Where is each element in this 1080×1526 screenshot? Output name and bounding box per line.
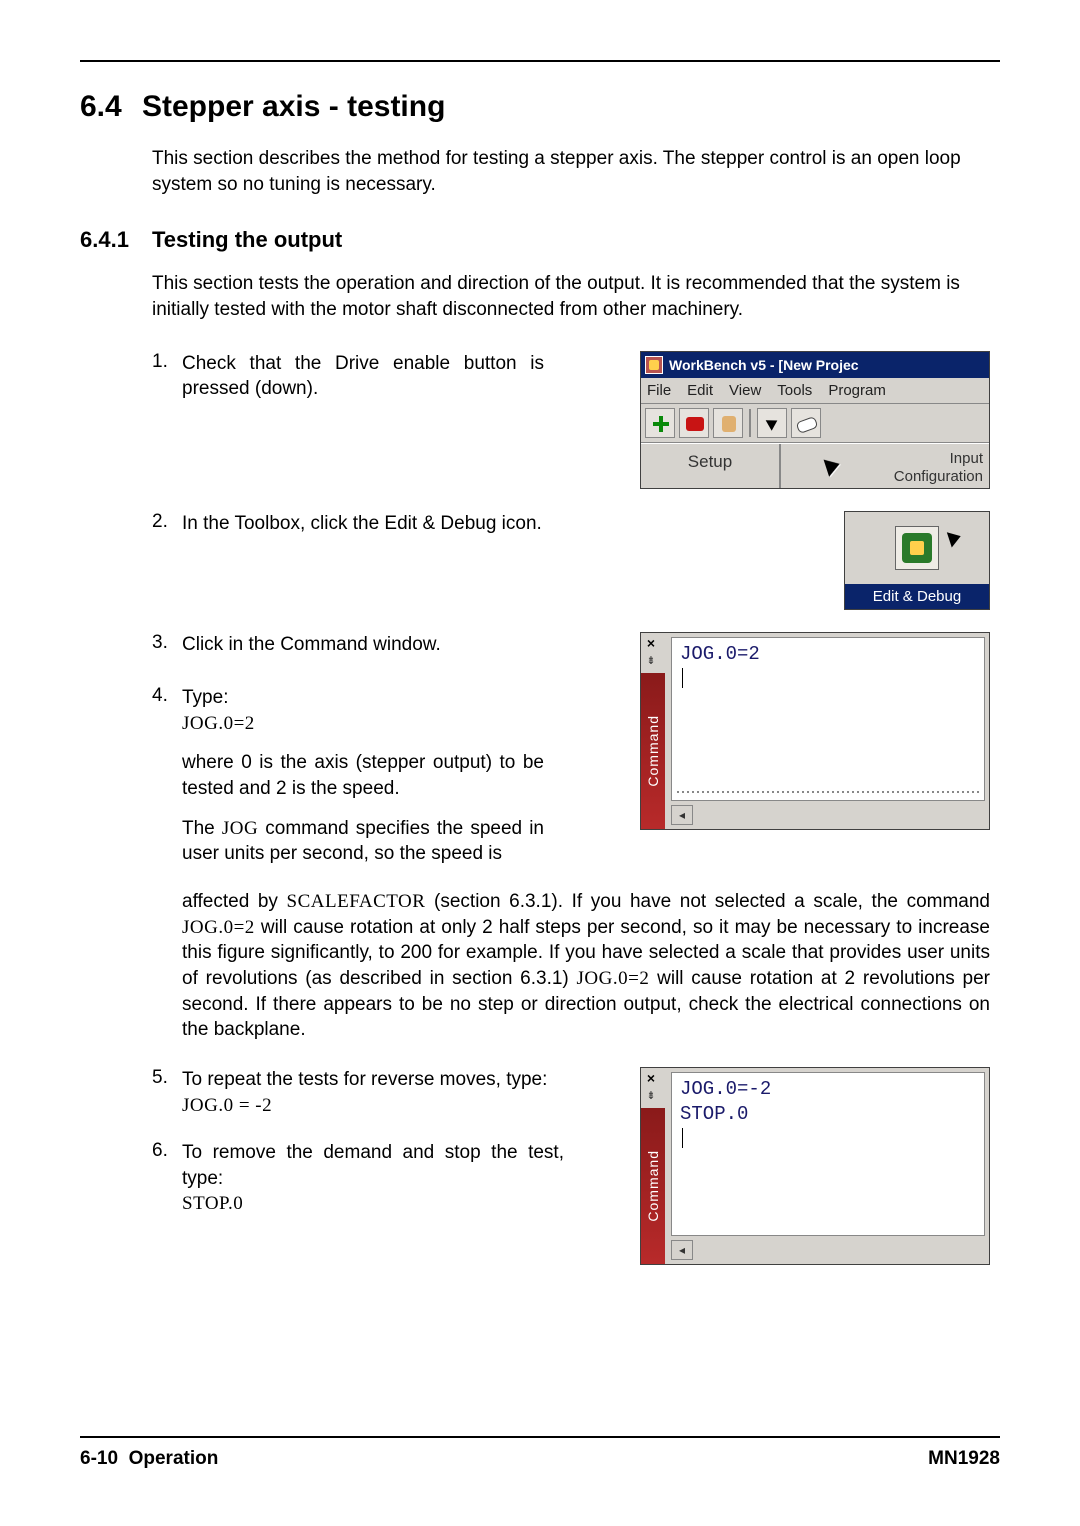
edit-debug-screenshot: Edit & Debug (844, 511, 990, 610)
step-number: 2. (152, 511, 182, 537)
command-window-1: × ⇟ Command JOG.0=2 ◂ (640, 632, 990, 830)
subsection-intro: This section tests the operation and dir… (152, 271, 990, 322)
menu-edit[interactable]: Edit (687, 382, 713, 399)
edit-debug-icon[interactable] (895, 526, 939, 570)
step-1-text: Check that the Drive enable button is pr… (182, 351, 562, 402)
text-caret (682, 1128, 683, 1148)
mouse-cursor-icon (826, 457, 840, 475)
footer-left: 6-10 Operation (80, 1448, 218, 1470)
step-5-6: 5. To repeat the tests for reverse moves… (152, 1067, 990, 1265)
workbench-toolbar (641, 404, 989, 443)
step-5-text: To repeat the tests for reverse moves, t… (182, 1067, 565, 1118)
step-4-text: Type: JOG.0=2 where 0 is the axis (stepp… (182, 685, 562, 867)
step-4-label: Type: (182, 687, 228, 708)
step-number: 4. (152, 685, 182, 867)
subsection-heading: 6.4.1Testing the output (80, 227, 1000, 253)
footer-rule (80, 1436, 1000, 1438)
page-footer: 6-10 Operation MN1928 (80, 1436, 1000, 1470)
edit-debug-icon-area (845, 512, 989, 584)
command-controls: × ⇟ (643, 635, 661, 669)
section-heading: 6.4Stepper axis - testing (80, 90, 1000, 124)
step-4-code: JOG.0=2 (182, 713, 255, 734)
section-number: 6.4 (80, 90, 142, 124)
toolbar-drive-enable-icon[interactable] (713, 408, 743, 438)
footer-page: 6-10 (80, 1448, 118, 1469)
tab-input-line2: Configuration (781, 468, 983, 486)
command-tab-label: Command (645, 715, 661, 787)
command-tab[interactable]: Command (641, 1108, 665, 1264)
step-number: 6. (152, 1140, 182, 1217)
close-icon[interactable]: × (643, 1070, 659, 1086)
toolbar-separator (749, 409, 751, 437)
section-intro: This section describes the method for te… (152, 146, 990, 197)
command-body[interactable]: JOG.0=-2 STOP.0 (671, 1072, 985, 1236)
scroll-left-icon[interactable]: ◂ (671, 805, 693, 825)
menu-tools[interactable]: Tools (777, 382, 812, 399)
step-number: 3. (152, 632, 182, 658)
command-body[interactable]: JOG.0=2 (671, 637, 985, 801)
subsection-number: 6.4.1 (80, 227, 152, 253)
pin-icon[interactable]: ⇟ (643, 653, 659, 669)
mouse-cursor-icon (947, 528, 963, 547)
step-2-text: In the Toolbox, click the Edit & Debug i… (182, 511, 560, 537)
section-title: Stepper axis - testing (142, 90, 445, 123)
command-line-2: STOP.0 (680, 1103, 748, 1125)
toolbar-stop-icon[interactable] (679, 408, 709, 438)
step-number: 1. (152, 351, 182, 402)
workbench-window: WorkBench v5 - [New Projec File Edit Vie… (640, 351, 990, 489)
step-1: 1. Check that the Drive enable button is… (152, 351, 990, 489)
steps-list-2: 5. To repeat the tests for reverse moves… (152, 1067, 990, 1265)
step-4-p2b: JOG (222, 818, 258, 839)
step-2: 2. In the Toolbox, click the Edit & Debu… (152, 511, 990, 610)
steps-list: 1. Check that the Drive enable button is… (152, 351, 990, 867)
scroll-left-icon[interactable]: ◂ (671, 1240, 693, 1260)
toolbar-eraser-icon[interactable] (791, 408, 821, 438)
step-6-code: STOP.0 (182, 1193, 243, 1214)
command-line-1: JOG.0=-2 (680, 1078, 771, 1100)
workbench-titlebar: WorkBench v5 - [New Projec (641, 352, 989, 378)
toolbar-cursor-icon[interactable] (757, 408, 787, 438)
command-tab[interactable]: Command (641, 673, 665, 829)
workbench-menubar: File Edit View Tools Program (641, 378, 989, 404)
command-tab-label: Command (645, 1150, 661, 1222)
step-4-p2a: The (182, 818, 222, 839)
subsection-title: Testing the output (152, 227, 342, 252)
workbench-app-icon (645, 356, 663, 374)
command-panel-2: × ⇟ Command JOG.0=-2 STOP.0 ◂ (640, 1067, 990, 1265)
edit-debug-panel: Edit & Debug (844, 511, 990, 610)
step-6-text: To remove the demand and stop the test, … (182, 1140, 582, 1217)
step-3-4: 3. Click in the Command window. 4. Type:… (152, 632, 990, 867)
step-4-long: affected by SCALEFACTOR (section 6.3.1).… (182, 889, 990, 1043)
top-rule (80, 60, 1000, 62)
close-icon[interactable]: × (643, 635, 659, 651)
step-4-para1: where 0 is the axis (stepper output) to … (182, 752, 544, 799)
pin-icon[interactable]: ⇟ (643, 1088, 659, 1104)
command-panel-1: × ⇟ Command JOG.0=2 ◂ (640, 632, 990, 830)
step-number: 5. (152, 1067, 182, 1118)
workbench-screenshot: WorkBench v5 - [New Projec File Edit Vie… (640, 351, 990, 489)
text-caret (682, 668, 683, 688)
footer-section: Operation (129, 1448, 219, 1469)
menu-view[interactable]: View (729, 382, 761, 399)
menu-file[interactable]: File (647, 382, 671, 399)
menu-program[interactable]: Program (828, 382, 886, 399)
toolbar-add-icon[interactable] (645, 408, 675, 438)
tab-input-config[interactable]: Input Configuration (781, 444, 989, 488)
workbench-title-text: WorkBench v5 - [New Projec (669, 357, 859, 373)
step-3-text: Click in the Command window. (182, 632, 459, 658)
edit-debug-label: Edit & Debug (845, 584, 989, 609)
page: 6.4Stepper axis - testing This section d… (0, 0, 1080, 1526)
workbench-tabs: Setup Input Configuration (641, 443, 989, 488)
tab-input-line1: Input (781, 450, 983, 468)
footer-right: MN1928 (928, 1448, 1000, 1470)
command-window-2: × ⇟ Command JOG.0=-2 STOP.0 ◂ (640, 1067, 990, 1265)
command-controls: × ⇟ (643, 1070, 661, 1104)
command-divider (677, 791, 979, 793)
step-5-code: JOG.0 = -2 (182, 1095, 272, 1116)
tab-setup[interactable]: Setup (641, 444, 781, 488)
command-line-1: JOG.0=2 (680, 643, 760, 665)
